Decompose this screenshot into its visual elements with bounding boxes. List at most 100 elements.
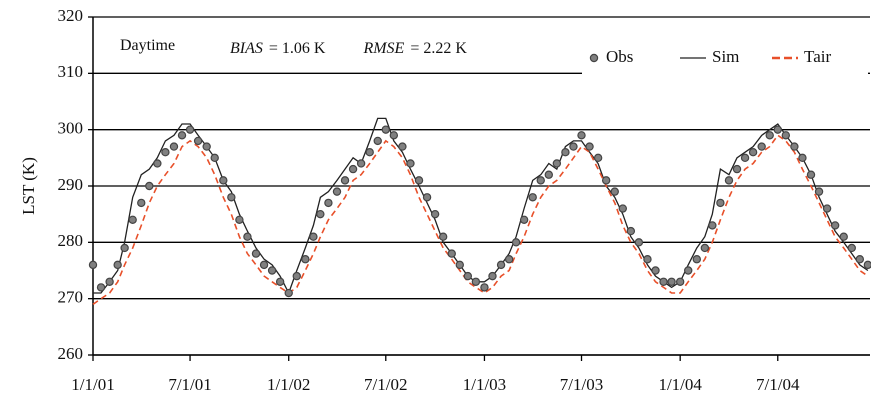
obs-point <box>332 187 342 196</box>
x-tick-label: 7/1/02 <box>364 375 407 394</box>
annotation-text: RMSE <box>362 40 404 57</box>
y-tick-label: 310 <box>58 62 84 81</box>
obs-point <box>227 193 236 202</box>
x-tick-label: 7/1/01 <box>168 375 211 394</box>
obs-point <box>577 131 586 140</box>
obs-point <box>471 277 481 286</box>
obs-point <box>511 238 521 247</box>
y-tick-label: 280 <box>58 231 84 250</box>
obs-point <box>356 159 366 168</box>
obs-point <box>202 142 211 151</box>
legend-marker <box>589 53 599 63</box>
obs-point <box>193 136 203 146</box>
obs-point <box>585 142 594 151</box>
obs-point <box>855 255 865 264</box>
obs-point <box>765 131 774 140</box>
obs-point <box>814 187 824 196</box>
legend-label: Tair <box>804 47 831 66</box>
y-tick-label: 320 <box>58 6 84 25</box>
obs-point <box>740 153 750 163</box>
obs-point <box>748 147 758 157</box>
obs-point <box>463 271 473 281</box>
obs-point <box>659 277 668 286</box>
obs-point <box>675 277 685 286</box>
obs-point <box>757 142 766 151</box>
obs-point <box>781 131 791 140</box>
obs-point <box>389 131 399 140</box>
obs-point <box>120 243 129 253</box>
obs-point <box>113 260 122 270</box>
obs-point <box>724 176 734 185</box>
annotation-text: = 1.06 K <box>269 40 326 57</box>
obs-point <box>700 243 710 253</box>
obs-point <box>145 181 154 191</box>
obs-point <box>414 176 424 185</box>
obs-point <box>651 266 660 275</box>
obs-point <box>634 238 644 247</box>
obs-point <box>235 215 244 224</box>
obs-point <box>284 288 293 298</box>
obs-point <box>105 277 114 286</box>
obs-point <box>618 204 627 213</box>
obs-point <box>732 164 742 174</box>
obs-point <box>137 198 146 208</box>
obs-point <box>381 125 390 134</box>
obs-point <box>348 164 358 174</box>
obs-point <box>667 277 676 286</box>
obs-point <box>422 193 432 202</box>
series-line <box>92 134 869 305</box>
obs-point <box>185 125 195 134</box>
obs-point <box>488 271 497 281</box>
obs-point <box>447 249 456 258</box>
y-axis-label: LST (K) <box>19 157 38 215</box>
obs-point <box>438 232 448 241</box>
obs-point <box>839 232 848 241</box>
x-tick-label: 7/1/04 <box>756 375 800 394</box>
obs-point <box>301 255 310 264</box>
y-tick-label: 260 <box>58 344 84 363</box>
x-tick-label: 1/1/01 <box>71 375 114 394</box>
obs-point <box>340 176 350 185</box>
obs-point <box>430 209 440 219</box>
obs-point <box>480 283 489 292</box>
obs-point <box>504 255 514 264</box>
obs-point <box>822 204 832 213</box>
obs-point <box>716 198 725 208</box>
y-tick-label: 300 <box>58 119 84 138</box>
obs-point <box>708 221 717 230</box>
obs-point <box>798 153 807 163</box>
obs-point <box>790 142 799 151</box>
obs-point <box>324 198 333 208</box>
obs-point <box>455 260 464 270</box>
annotation-text: Daytime <box>120 37 175 54</box>
obs-point <box>267 266 277 275</box>
x-tick-label: 1/1/03 <box>463 375 506 394</box>
obs-point <box>161 147 170 157</box>
obs-point <box>773 125 782 134</box>
obs-point <box>536 176 545 185</box>
obs-point <box>552 159 562 168</box>
obs-point <box>406 159 415 168</box>
obs-point <box>569 142 578 151</box>
y-tick-label: 270 <box>58 288 84 307</box>
obs-point <box>496 260 506 270</box>
annotation: BIAS = 1.06 K RMSE = 2.22 K <box>230 40 467 57</box>
annotation-text: = 2.22 K <box>410 40 467 57</box>
obs-point <box>243 232 252 241</box>
obs-point <box>309 232 318 241</box>
obs-point <box>398 142 407 151</box>
obs-point <box>259 260 269 270</box>
obs-point <box>275 277 285 286</box>
obs-point <box>626 226 636 236</box>
x-tick-label: 1/1/02 <box>267 375 310 394</box>
obs-point <box>251 249 261 258</box>
obs-point <box>806 170 816 179</box>
obs-point <box>847 243 856 253</box>
annotation-text: BIAS <box>230 40 263 57</box>
y-tick-label: 290 <box>58 175 84 194</box>
obs-point <box>519 215 529 224</box>
obs-point <box>692 255 701 264</box>
obs-point <box>684 266 693 275</box>
